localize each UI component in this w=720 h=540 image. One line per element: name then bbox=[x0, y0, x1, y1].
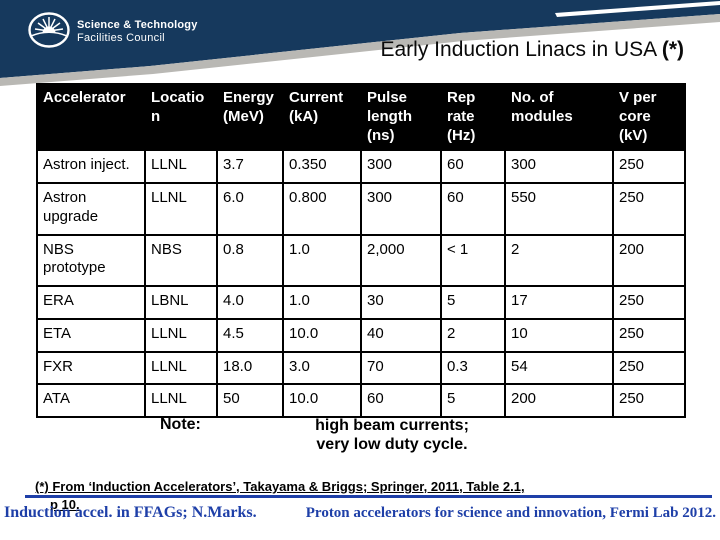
logo-text: Science & Technology Facilities Council bbox=[77, 19, 198, 45]
table-row: Astron inject. LLNL 3.7 0.350 300 60 300 250 bbox=[36, 149, 686, 184]
column-header: No. of modules bbox=[504, 82, 614, 152]
page-title: Early Induction Linacs in USA (*) bbox=[381, 38, 685, 62]
value-cell: 60 bbox=[440, 182, 506, 236]
citation-line1: (*) From ‘Induction Accelerators’, Takay… bbox=[35, 479, 525, 494]
stfc-sunburst-icon bbox=[27, 11, 71, 51]
value-cell: 2 bbox=[440, 317, 506, 353]
column-header: Pulse length (ns) bbox=[360, 82, 442, 152]
value-cell: 10.0 bbox=[282, 317, 362, 353]
column-header: Rep rate (Hz) bbox=[440, 82, 506, 152]
value-cell: 250 bbox=[612, 182, 686, 236]
value-cell: 3.7 bbox=[216, 149, 284, 184]
logo-org-line1: Science & Technology bbox=[77, 19, 198, 31]
value-cell: 40 bbox=[360, 317, 442, 353]
divider-rule bbox=[25, 495, 712, 498]
value-cell: 10.0 bbox=[282, 383, 362, 418]
value-cell: NBS bbox=[144, 233, 218, 287]
value-cell: LLNL bbox=[144, 350, 218, 386]
value-cell: 3.0 bbox=[282, 350, 362, 386]
table-row: ETA LLNL 4.5 10.0 40 2 10 250 bbox=[36, 317, 686, 353]
value-cell: 250 bbox=[612, 317, 686, 353]
value-cell: LLNL bbox=[144, 317, 218, 353]
value-cell: 60 bbox=[440, 149, 506, 184]
footer-left-credit: Induction accel. in FFAGs; N.Marks. bbox=[4, 504, 257, 521]
accelerator-cell: NBS prototype bbox=[36, 233, 146, 287]
value-cell: 10 bbox=[504, 317, 614, 353]
logo-org-line2: Facilities Council bbox=[77, 32, 165, 44]
value-cell: LBNL bbox=[144, 285, 218, 320]
table-header-row: Accelerator Location Energy (MeV) Current (… bbox=[36, 82, 686, 152]
table-row: NBS prototype NBS 0.8 1.0 2,000 < 1 2 200 bbox=[36, 233, 686, 287]
citation-line2: p 10. bbox=[50, 497, 80, 512]
value-cell: 2 bbox=[504, 233, 614, 287]
note-line2: very low duty cycle. bbox=[316, 436, 468, 453]
header-banner: Science & Technology Facilities Council bbox=[0, 0, 720, 100]
value-cell: 17 bbox=[504, 285, 614, 320]
value-cell: 50 bbox=[216, 383, 284, 418]
value-cell: 70 bbox=[360, 350, 442, 386]
note-text: high beam currents; very low duty cycle. bbox=[272, 416, 512, 454]
value-cell: 250 bbox=[612, 383, 686, 418]
value-cell: 300 bbox=[504, 149, 614, 184]
value-cell: 2,000 bbox=[360, 233, 442, 287]
column-header: Location bbox=[144, 82, 218, 152]
value-cell: 1.0 bbox=[282, 285, 362, 320]
accelerator-cell: Astron upgrade bbox=[36, 182, 146, 236]
page-title-text: Early Induction Linacs in USA bbox=[380, 38, 662, 61]
table-row: ATA LLNL 50 10.0 60 5 200 250 bbox=[36, 383, 686, 418]
value-cell: 200 bbox=[504, 383, 614, 418]
column-header: Current (kA) bbox=[282, 82, 362, 152]
column-header: Energy (MeV) bbox=[216, 82, 284, 152]
banner-swoosh-graphic bbox=[0, 0, 720, 86]
value-cell: 550 bbox=[504, 182, 614, 236]
value-cell: 5 bbox=[440, 285, 506, 320]
value-cell: 250 bbox=[612, 350, 686, 386]
value-cell: 250 bbox=[612, 285, 686, 320]
value-cell: 60 bbox=[360, 383, 442, 418]
table-row: Astron upgrade LLNL 6.0 0.800 300 60 550 250 bbox=[36, 182, 686, 236]
value-cell: 6.0 bbox=[216, 182, 284, 236]
note-line1: high beam currents; bbox=[315, 417, 469, 434]
value-cell: 4.5 bbox=[216, 317, 284, 353]
accelerator-cell: Astron inject. bbox=[36, 149, 146, 184]
value-cell: LLNL bbox=[144, 383, 218, 418]
column-header: Accelerator bbox=[36, 82, 146, 152]
value-cell: 1.0 bbox=[282, 233, 362, 287]
value-cell: 18.0 bbox=[216, 350, 284, 386]
value-cell: 300 bbox=[360, 182, 442, 236]
table-row: ERA LBNL 4.0 1.0 30 5 17 250 bbox=[36, 285, 686, 320]
value-cell: 0.800 bbox=[282, 182, 362, 236]
value-cell: 0.350 bbox=[282, 149, 362, 184]
value-cell: 0.8 bbox=[216, 233, 284, 287]
value-cell: 4.0 bbox=[216, 285, 284, 320]
accelerator-cell: ETA bbox=[36, 317, 146, 353]
value-cell: < 1 bbox=[440, 233, 506, 287]
value-cell: 300 bbox=[360, 149, 442, 184]
value-cell: 30 bbox=[360, 285, 442, 320]
table-row: FXR LLNL 18.0 3.0 70 0.3 54 250 bbox=[36, 350, 686, 386]
page-title-asterisk: (*) bbox=[661, 38, 684, 61]
value-cell: 54 bbox=[504, 350, 614, 386]
value-cell: LLNL bbox=[144, 182, 218, 236]
accelerator-cell: ATA bbox=[36, 383, 146, 418]
note-label: Note: bbox=[160, 416, 201, 433]
table-body: Astron inject. LLNL 3.7 0.350 300 60 300 250 Ast… bbox=[36, 149, 686, 418]
accelerator-cell: ERA bbox=[36, 285, 146, 320]
value-cell: 5 bbox=[440, 383, 506, 418]
value-cell: 0.3 bbox=[440, 350, 506, 386]
value-cell: 200 bbox=[612, 233, 686, 287]
induction-linacs-table: Accelerator Location Energy (MeV) Current (… bbox=[36, 82, 686, 418]
accelerator-cell: FXR bbox=[36, 350, 146, 386]
column-header: V per core (kV) bbox=[612, 82, 686, 152]
value-cell: 250 bbox=[612, 149, 686, 184]
value-cell: LLNL bbox=[144, 149, 218, 184]
footer-right-credit: Proton accelerators for science and inno… bbox=[305, 505, 716, 521]
